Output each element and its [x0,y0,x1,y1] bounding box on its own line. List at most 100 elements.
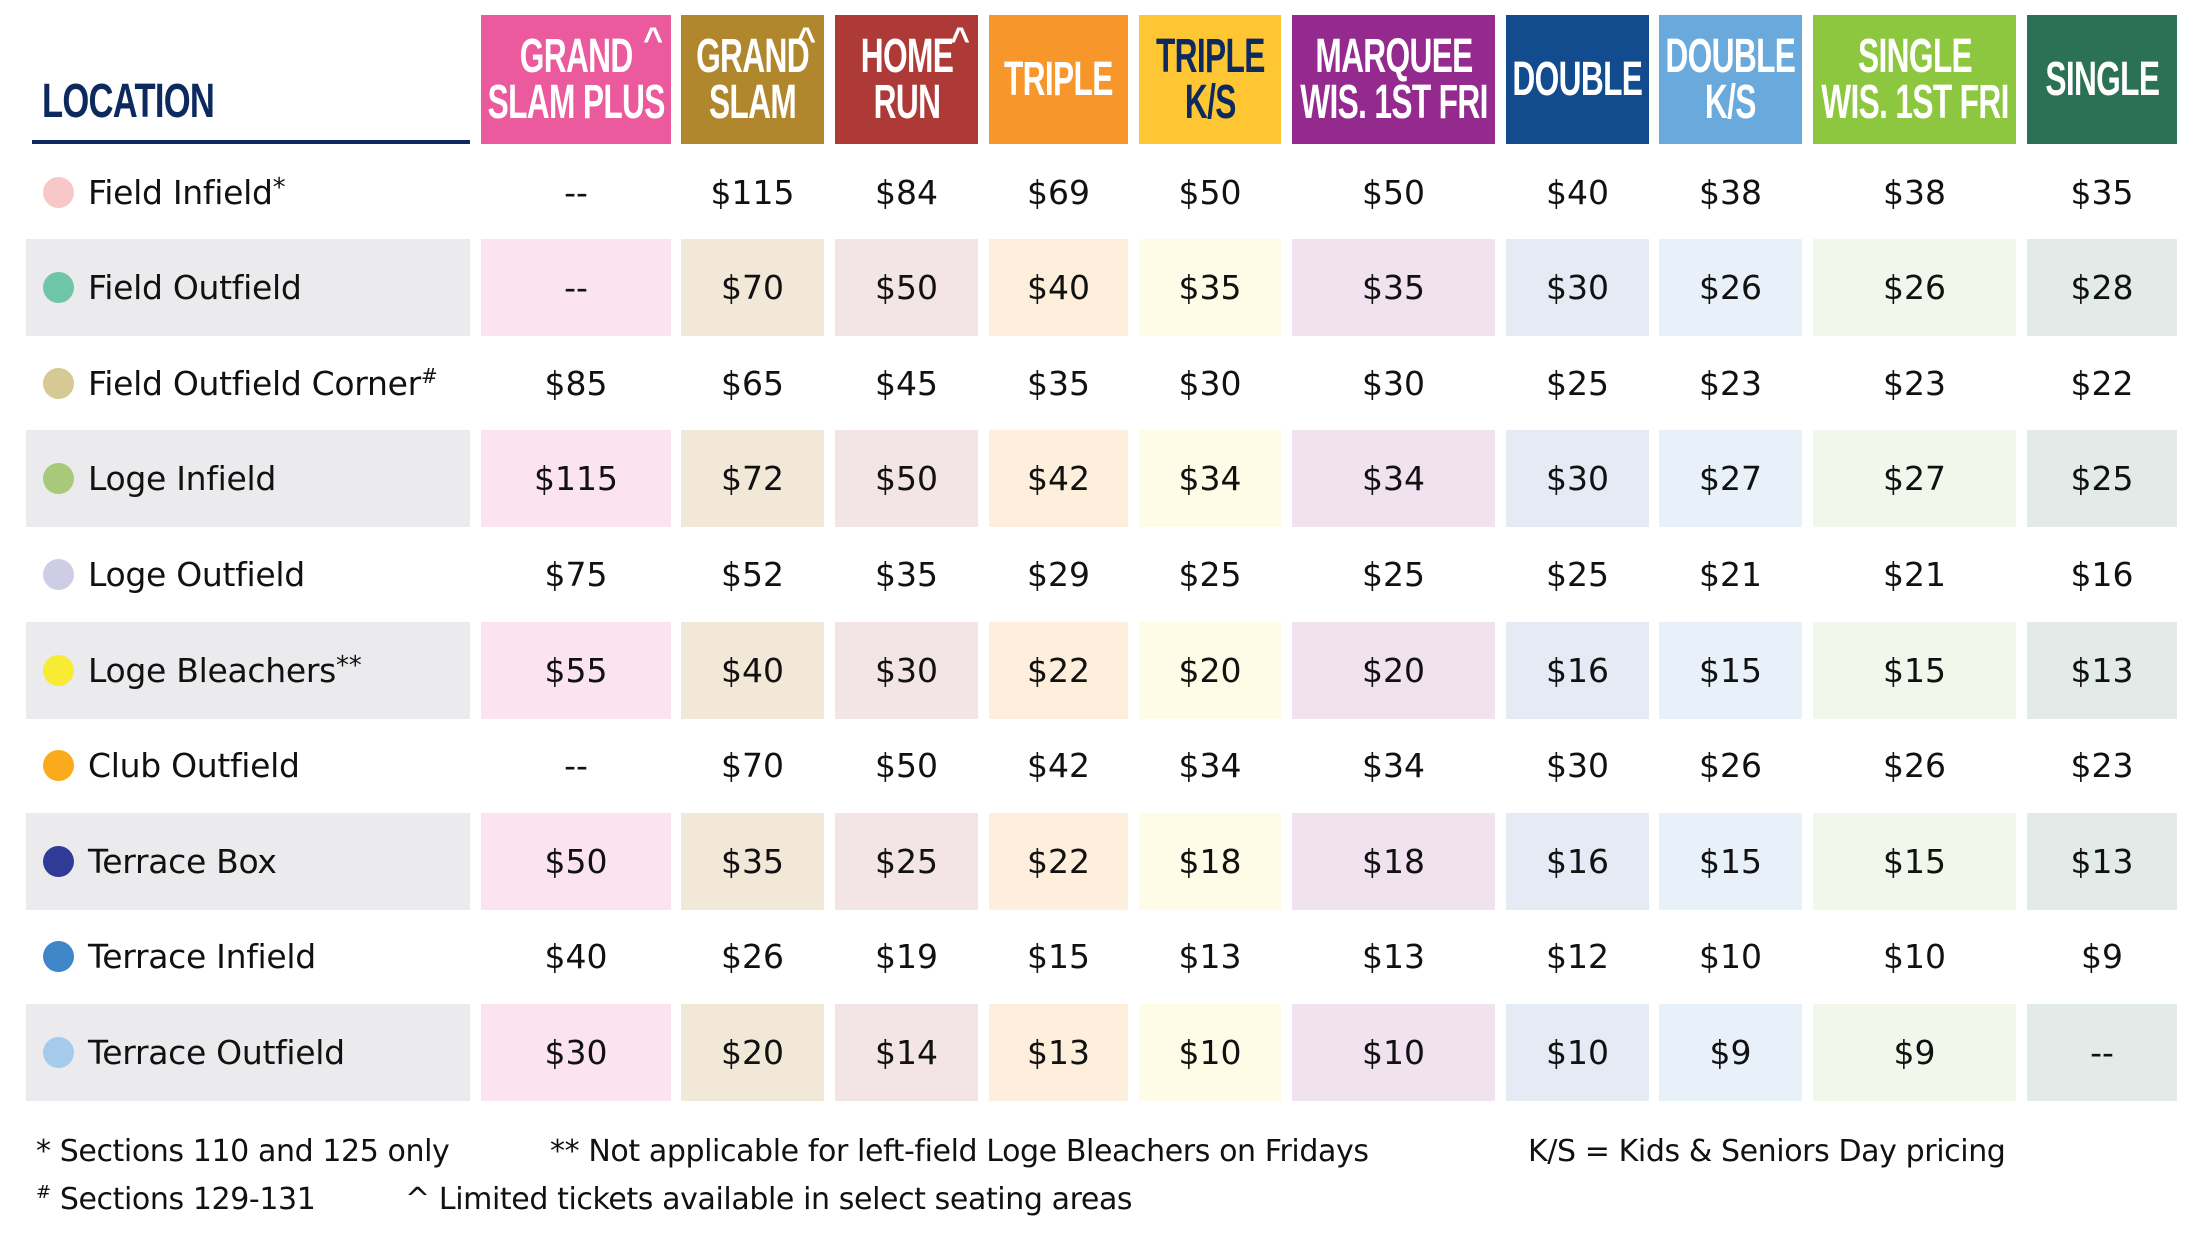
price-cell-triple: $42 [989,430,1128,528]
price-cell-hr: $50 [835,239,978,337]
price-cell-triple: $35 [1027,363,1090,403]
price-cell-gsp: $30 [481,1003,671,1101]
price-cell-single: -- [2027,1003,2177,1101]
location-cell: Field Outfield Corner# [26,335,470,432]
price-cell-single: $25 [2027,430,2177,528]
header-triple-ks: TRIPLE K/S [1139,15,1281,144]
price-cell-gs: $26 [721,937,784,977]
price-cell-triple: $13 [989,1003,1128,1101]
price-cell-gs: $72 [681,430,824,528]
price-cell-triple: $22 [989,812,1128,910]
price-cell-triple-ks: $20 [1139,621,1281,719]
header-single-wis: SINGLE WIS. 1ST FRI [1813,15,2016,144]
table-row: Field Outfield -- $70 $50 $40 $35 $35 $30 $26 $26… [0,239,2208,337]
price-cell-gsp: -- [481,239,671,337]
price-cell-double: $16 [1506,812,1649,910]
location-name: Field Infield* [88,173,286,212]
price-cell-double: $16 [1506,621,1649,719]
header-label-line: GRAND [519,29,634,83]
location-cell: Loge Infield [26,430,470,528]
footnote-text: Not applicable for left-field Loge Bleac… [579,1134,1369,1169]
price-cell-single-wis: $26 [1813,239,2016,337]
price-cell-marquee: $35 [1292,239,1495,337]
limited-availability-caret-icon: ^ [643,21,663,59]
footnote-text: Limited tickets available in select seat… [429,1182,1133,1217]
price-cell-single: $35 [2070,172,2134,212]
table-row: Club Outfield -- $70 $50 $42 $34 $34 $30 $26 $26 $… [0,717,2208,814]
header-label: GRAND SLAM [696,32,810,126]
header-marquee: MARQUEE WIS. 1ST FRI [1292,15,1495,144]
header-label-line: SINGLE [2045,52,2160,106]
price-cell-double: $30 [1546,746,1609,786]
price-cell-triple-ks: $35 [1139,239,1281,337]
price-cell-single: $22 [2070,363,2134,403]
price-cell-single-wis: $10 [1883,937,1946,977]
location-name-text: Terrace Infield [88,937,316,977]
price-cell-marquee: $34 [1292,430,1495,528]
header-label-line: WIS. 1ST FRI [1299,75,1488,129]
price-cell-triple-ks: $13 [1178,937,1242,977]
header-label: TRIPLE K/S [1155,29,1265,129]
section-color-dot-icon [43,176,74,208]
price-cell-triple: $40 [989,239,1128,337]
footnote-text: K/S = Kids & Seniors Day pricing [1528,1134,2006,1169]
price-cell-triple-ks: $34 [1139,430,1281,528]
price-cell-marquee: $34 [1362,746,1425,786]
footnote-text: Sections 129-131 [50,1182,316,1217]
table-row: Terrace Infield $40 $26 $19 $15 $13 $13 $12 $10 $… [0,908,2208,1005]
price-cell-marquee: $25 [1362,554,1425,594]
price-cell-marquee: $13 [1362,937,1425,977]
header-label-line: SINGLE [1857,29,1973,83]
price-cell-gsp: -- [564,172,588,212]
price-cell-hr: $45 [875,363,938,403]
table-row: Terrace Box $50 $35 $25 $22 $18 $18 $16 $15 $15 $1… [0,812,2208,910]
footnote-marker: ** [336,650,362,681]
header-label: SINGLE [2045,52,2160,106]
price-cell-hr: $35 [875,554,938,594]
header-label-line: TRIPLE [1155,29,1265,83]
price-cell-hr: $50 [835,430,978,528]
price-cell-single-wis: $15 [1813,812,2016,910]
price-cell-hr: $84 [875,172,938,212]
footnote-text: Sections 110 and 125 only [50,1134,450,1169]
price-cell-gsp: $55 [481,621,671,719]
table-row: Loge Infield $115 $72 $50 $42 $34 $34 $30 $27 $27… [0,430,2208,528]
price-cell-triple-ks: $18 [1139,812,1281,910]
header-triple: TRIPLE [989,15,1128,144]
price-cell-double: $40 [1546,172,1609,212]
price-cell-single-wis: $15 [1813,621,2016,719]
price-cell-hr: $19 [875,937,938,977]
footnote-mark: ^ [405,1182,430,1217]
section-color-dot-icon [43,367,74,399]
price-cell-double-ks: $21 [1699,554,1762,594]
price-cell-gsp: $50 [481,812,671,910]
table-row: Loge Bleachers** $55 $40 $30 $22 $20 $20 $16 $15… [0,621,2208,719]
price-cell-double-ks: $26 [1659,239,1802,337]
location-cell: Field Infield* [26,144,470,241]
price-cell-triple: $42 [1027,746,1090,786]
header-label-line: SLAM PLUS [487,75,665,129]
table-row: Field Outfield Corner# $85 $65 $45 $35 $30 $30… [0,335,2208,432]
price-cell-single-wis: $21 [1883,554,1946,594]
price-cell-gs: $70 [721,746,784,786]
price-cell-gs: $65 [721,363,784,403]
header-label: TRIPLE [1004,55,1113,103]
price-cell-gs: $20 [681,1003,824,1101]
price-cell-single: $13 [2027,812,2177,910]
footnote-mark: ** [550,1134,580,1169]
location-name-text: Loge Outfield [88,554,305,594]
header-double-ks: DOUBLE K/S [1659,15,1802,144]
price-cell-gs: $70 [681,239,824,337]
footnote-mark: # [36,1182,51,1203]
price-cell-single-wis: $26 [1883,746,1946,786]
location-name: Terrace Outfield [88,1033,345,1072]
header-label-line: HOME [860,29,953,83]
limited-availability-caret-icon: ^ [796,21,816,59]
price-cell-marquee: $18 [1292,812,1495,910]
location-name-text: Field Outfield [88,268,302,308]
price-cell-double-ks: $27 [1659,430,1802,528]
price-cell-hr: $14 [835,1003,978,1101]
price-cell-double: $25 [1546,554,1609,594]
price-cell-double: $30 [1506,430,1649,528]
header-label-line: K/S [1184,75,1236,129]
